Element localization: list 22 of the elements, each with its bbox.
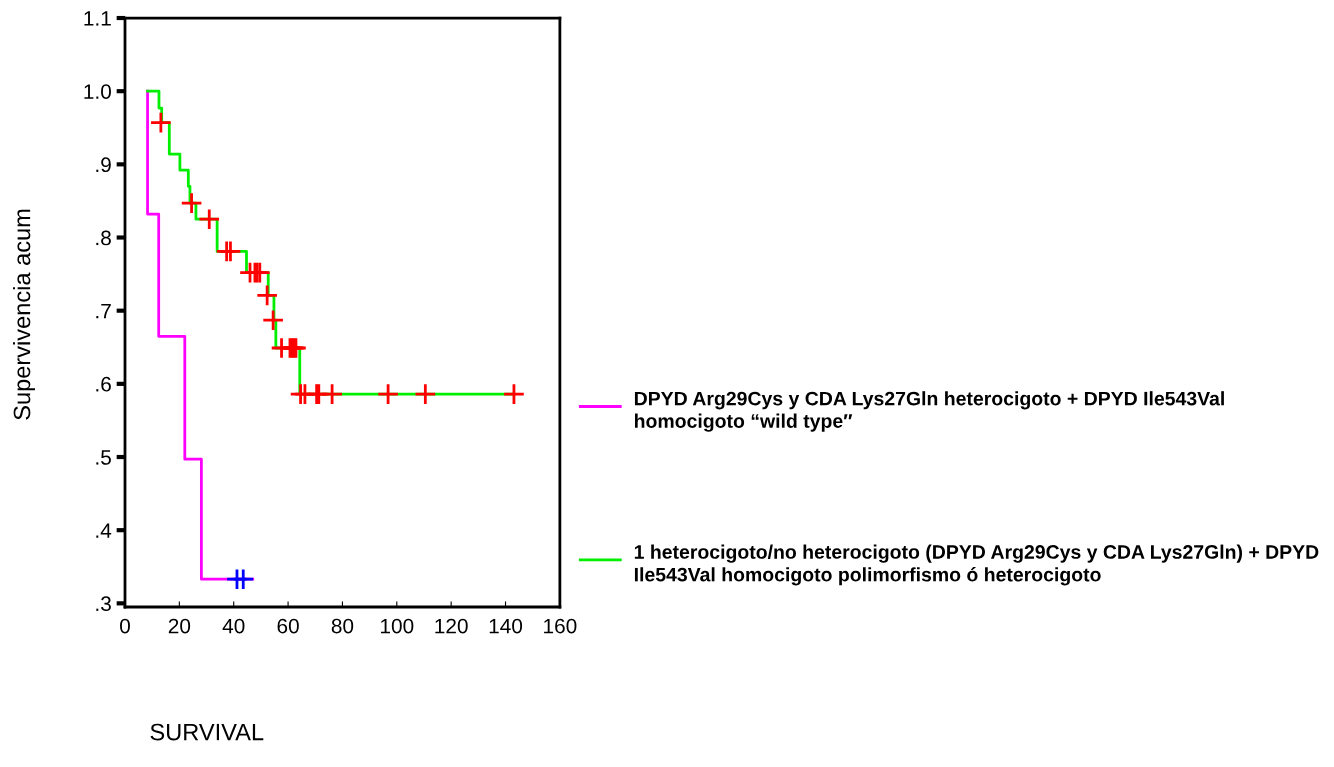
y-tick-label: .6: [96, 376, 111, 392]
y-tick-label: .9: [96, 157, 111, 173]
x-axis-title: SURVIVAL: [150, 723, 264, 741]
x-tick-label: 100: [381, 618, 414, 634]
x-tick-label: 120: [435, 618, 468, 634]
y-tick-label: 1.0: [84, 84, 111, 99]
y-tick-label: .3: [96, 596, 111, 612]
y-tick-label: .8: [96, 230, 111, 246]
x-tick-label: 0: [120, 618, 130, 634]
y-axis-title: Supervivencia acum: [13, 209, 36, 420]
legend-label: DPYD Arg29Cys y CDA Lys27Gln heterocigoto + DPYD Ile543Val homocigoto “wild type″: [634, 391, 1224, 432]
y-tick-label: .4: [96, 523, 112, 538]
x-tick-label: 40: [222, 618, 245, 634]
y-tick-label: .7: [96, 303, 111, 319]
x-tick-label: 80: [331, 618, 354, 634]
x-tick-label: 140: [489, 618, 523, 634]
y-tick-label: 1.1: [84, 11, 111, 26]
x-tick-label: 20: [168, 618, 191, 634]
legend-label: 1 heterocigoto/no heterocigoto (DPYD Arg29Cys y CDA Lys27Gln) + DPYD Ile543Val homocigoto polimorfismo ó heterocigoto: [634, 544, 1319, 586]
x-tick-label: 60: [277, 618, 299, 634]
x-tick-label: 160: [544, 618, 577, 634]
y-tick-label: .5: [96, 450, 111, 465]
